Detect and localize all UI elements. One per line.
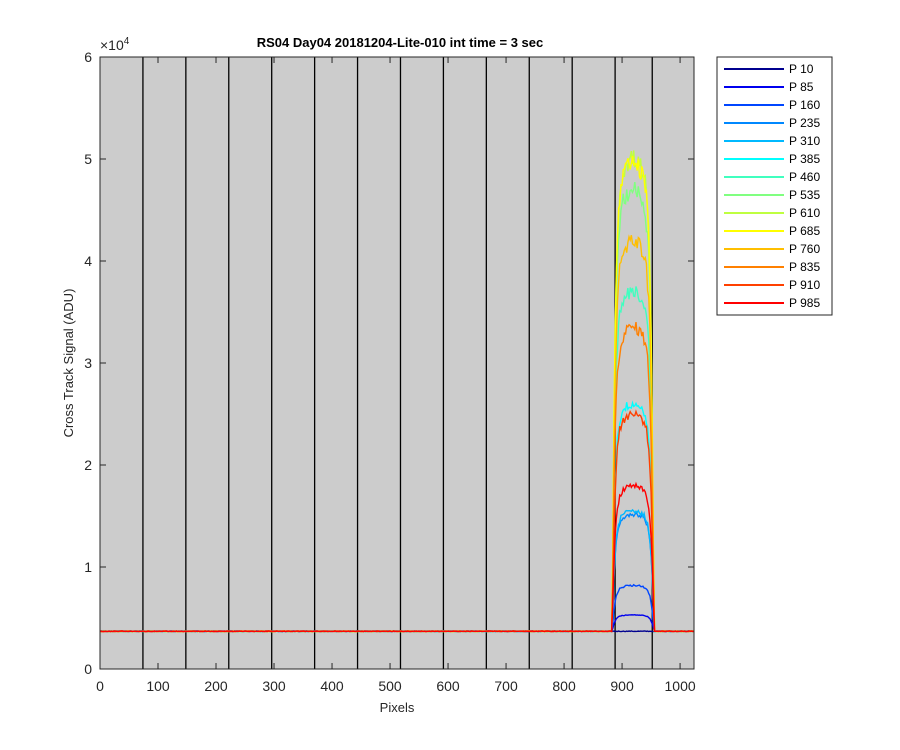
legend-entry: P 535: [789, 188, 820, 202]
legend-entry: P 835: [789, 260, 820, 274]
y-exponent-label: ×104: [100, 36, 130, 53]
x-tick-label: 500: [378, 678, 402, 694]
x-axis-label: Pixels: [380, 700, 415, 715]
legend-entry: P 85: [789, 80, 814, 94]
plot-area: [100, 57, 694, 669]
x-tick-label: 700: [494, 678, 518, 694]
x-tick-label: 0: [96, 678, 104, 694]
x-tick-label: 900: [610, 678, 634, 694]
y-axis: 0 1 2 3 4 5 6: [84, 49, 694, 677]
chart-title: RS04 Day04 20181204-Lite-010 int time = …: [257, 35, 544, 50]
x-axis: 0 100 200 300 400 500 600 700 800 900 1000: [96, 57, 696, 694]
legend-entry: P 985: [789, 296, 820, 310]
y-tick-label: 6: [84, 49, 92, 65]
x-tick-label: 100: [146, 678, 170, 694]
legend-entry: P 10: [789, 62, 814, 76]
y-tick-label: 3: [84, 355, 92, 371]
legend-entry: P 685: [789, 224, 820, 238]
x-tick-label: 600: [436, 678, 460, 694]
x-tick-label: 200: [204, 678, 228, 694]
legend-entry: P 235: [789, 116, 820, 130]
y-axis-label: Cross Track Signal (ADU): [61, 289, 76, 438]
y-exponent-base: ×10: [100, 37, 124, 53]
legend: P 10 P 85 P 160 P 235 P 310 P 385 P 460 P 535 P …: [716, 56, 833, 316]
y-tick-label: 2: [84, 457, 92, 473]
series-line: [99, 481, 695, 633]
y-tick-label: 4: [84, 253, 92, 269]
y-tick-label: 1: [84, 559, 92, 575]
legend-entry: P 610: [789, 206, 820, 220]
legend-entry: P 160: [789, 98, 820, 112]
x-tick-label: 1000: [665, 678, 696, 694]
legend-entry: P 760: [789, 242, 820, 256]
y-tick-label: 5: [84, 151, 92, 167]
legend-entry: P 910: [789, 278, 820, 292]
series-lines: [99, 150, 695, 633]
x-tick-label: 800: [552, 678, 576, 694]
y-exponent-power: 4: [124, 36, 130, 47]
legend-box: [716, 56, 833, 316]
legend-entry: P 310: [789, 134, 820, 148]
legend-entry: P 460: [789, 170, 820, 184]
legend-entry: P 385: [789, 152, 820, 166]
x-tick-label: 400: [320, 678, 344, 694]
x-tick-label: 300: [262, 678, 286, 694]
y-tick-label: 0: [84, 661, 92, 677]
